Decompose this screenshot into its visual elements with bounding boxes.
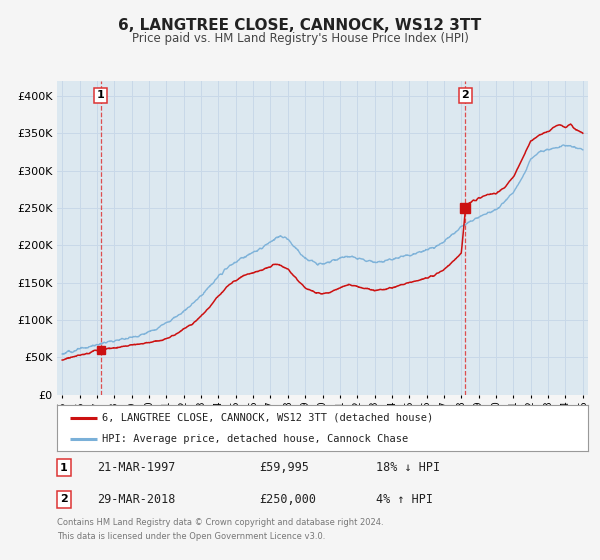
Text: 1: 1 [60, 463, 68, 473]
Text: £59,995: £59,995 [259, 461, 308, 474]
Text: £250,000: £250,000 [259, 493, 316, 506]
Text: 29-MAR-2018: 29-MAR-2018 [97, 493, 175, 506]
Text: Contains HM Land Registry data © Crown copyright and database right 2024.: Contains HM Land Registry data © Crown c… [57, 518, 383, 527]
Text: 21-MAR-1997: 21-MAR-1997 [97, 461, 175, 474]
Text: This data is licensed under the Open Government Licence v3.0.: This data is licensed under the Open Gov… [57, 532, 325, 541]
Text: HPI: Average price, detached house, Cannock Chase: HPI: Average price, detached house, Cann… [102, 435, 409, 444]
Text: Price paid vs. HM Land Registry's House Price Index (HPI): Price paid vs. HM Land Registry's House … [131, 32, 469, 45]
Text: 1: 1 [97, 90, 104, 100]
Text: 4% ↑ HPI: 4% ↑ HPI [376, 493, 433, 506]
Text: 6, LANGTREE CLOSE, CANNOCK, WS12 3TT (detached house): 6, LANGTREE CLOSE, CANNOCK, WS12 3TT (de… [102, 413, 433, 423]
Text: 2: 2 [60, 494, 68, 505]
Text: 2: 2 [461, 90, 469, 100]
Text: 6, LANGTREE CLOSE, CANNOCK, WS12 3TT: 6, LANGTREE CLOSE, CANNOCK, WS12 3TT [118, 18, 482, 33]
Text: 18% ↓ HPI: 18% ↓ HPI [376, 461, 440, 474]
